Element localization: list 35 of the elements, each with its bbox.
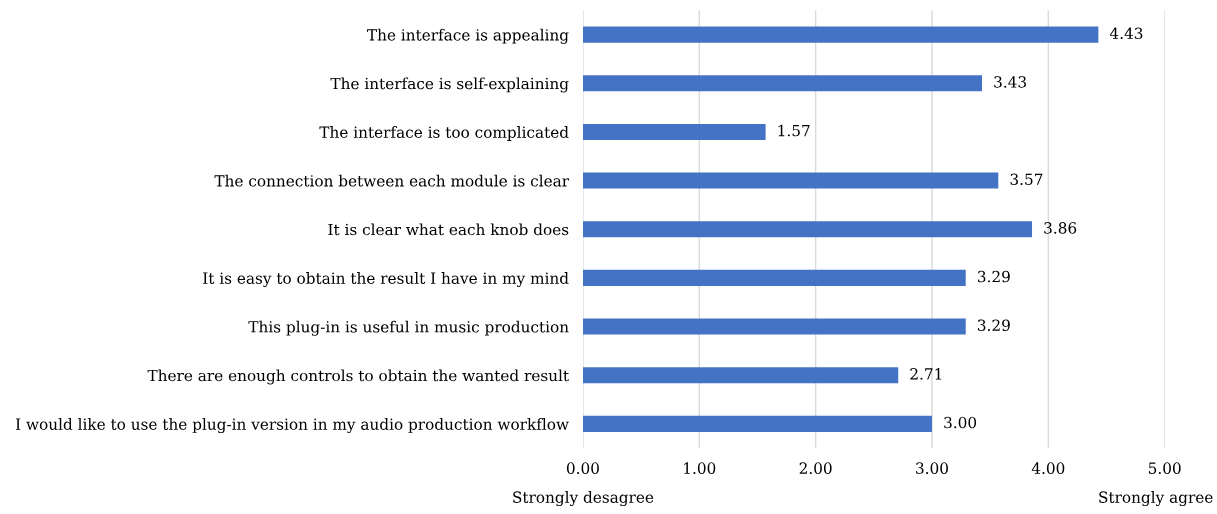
y-tick-label: It is clear what each knob does — [328, 223, 569, 236]
bar — [582, 172, 999, 189]
text: Strongly agree — [1099, 491, 1213, 507]
data-label: 3.29 — [977, 319, 1010, 331]
data-label: 3.00 — [944, 416, 977, 429]
data-label: 3.86 — [1044, 222, 1077, 234]
y-tick-label: The connection between each module is clear — [214, 174, 570, 187]
x-tick-label: 5.00 — [1148, 462, 1181, 474]
bar — [582, 123, 766, 140]
bar — [582, 415, 932, 432]
data-label: 3.29 — [977, 270, 1010, 283]
bar — [582, 367, 899, 384]
y-tick-label: The interface is self-explaining — [330, 77, 569, 93]
y-tick-label: There are enough controls to obtain the wanted result — [147, 369, 569, 385]
y-tick-label: The interface is too complicated — [319, 126, 569, 141]
bar — [582, 26, 1099, 43]
bar — [582, 269, 966, 286]
x-tick-label: 4.00 — [1031, 462, 1065, 474]
y-tick-label: I would like to use the plug-in version in my audio production workflow — [15, 418, 569, 434]
y-tick-label: The interface is appealing — [367, 28, 569, 44]
x-tick-label: 2.00 — [799, 462, 832, 474]
data-label: 4.43 — [1109, 27, 1143, 40]
bar — [582, 75, 983, 92]
y-tick-label: It is easy to obtain the result I have in my mind — [203, 272, 569, 288]
text: Strongly desagree — [513, 491, 654, 507]
x-tick-label: 0.00 — [566, 462, 599, 474]
bar — [582, 318, 966, 335]
x-tick-label: 1.00 — [684, 462, 716, 474]
data-label: 3.43 — [994, 76, 1026, 88]
data-label: 2.71 — [910, 368, 942, 380]
bar — [582, 221, 1033, 238]
data-label: 1.57 — [778, 124, 810, 137]
x-tick-label: 3.00 — [916, 462, 948, 474]
data-label: 3.57 — [1010, 173, 1043, 186]
y-tick-label: This plug-in is useful in music production — [248, 320, 569, 336]
